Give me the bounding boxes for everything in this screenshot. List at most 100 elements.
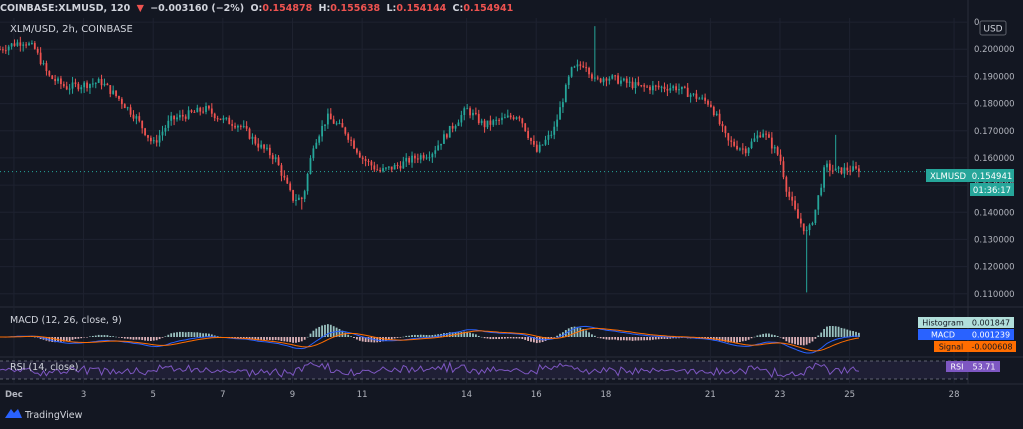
macd-histogram-bar <box>474 334 477 337</box>
candle-body <box>541 144 544 146</box>
candle-body <box>33 43 36 49</box>
macd-histogram-bar <box>48 337 51 342</box>
macd-histogram-bar <box>135 337 138 340</box>
signal-line <box>0 327 859 352</box>
candle-body <box>190 110 193 112</box>
macd-histogram-bar <box>94 335 97 337</box>
macd-histogram-bar <box>802 337 805 346</box>
macd-histogram-bar <box>593 335 596 337</box>
macd-histogram-bar <box>36 337 39 338</box>
price-tag-value-bg <box>970 169 1014 182</box>
x-tick-label: 3 <box>81 390 86 400</box>
candle-body <box>634 82 637 89</box>
candle-body <box>544 139 547 145</box>
macd-histogram-bar <box>147 337 149 341</box>
candle-body <box>4 50 7 52</box>
candle-body <box>62 84 65 87</box>
macd-histogram-bar <box>149 337 152 341</box>
candle-body <box>451 125 454 129</box>
macd-histogram-bar <box>614 337 617 340</box>
candle-body <box>460 115 463 123</box>
candle-body <box>65 86 68 90</box>
candle-body <box>228 117 231 125</box>
macd-histogram-bar <box>263 337 265 341</box>
candle-body <box>585 67 588 69</box>
macd-histogram-bar <box>544 337 547 341</box>
macd-histogram-bar <box>550 337 553 339</box>
candle-body <box>303 191 306 199</box>
candle-body <box>509 115 512 118</box>
candle-body <box>489 120 492 125</box>
macd-histogram-bar <box>620 337 622 341</box>
currency-button[interactable] <box>979 20 1007 36</box>
macd-histogram-bar <box>338 328 341 337</box>
macd-histogram-bar <box>184 332 187 337</box>
macd-histogram-bar <box>750 337 753 339</box>
tradingview-logo-text[interactable]: TradingView <box>24 410 83 421</box>
macd-histogram-bar <box>106 335 109 337</box>
macd-histogram-bar <box>625 337 628 341</box>
candle-body <box>588 67 590 75</box>
candle-body <box>492 120 495 125</box>
macd-histogram-bar <box>68 337 71 341</box>
candle-body <box>60 78 62 85</box>
tradingview-logo-icon[interactable] <box>5 409 22 418</box>
candle-body <box>0 49 1 51</box>
candle-body <box>28 43 30 45</box>
candle-body <box>443 134 445 144</box>
candle-body <box>553 126 556 135</box>
macd-histogram-bar <box>91 335 94 337</box>
macd-histogram-bar <box>315 328 318 337</box>
symbol-label[interactable]: COINBASE:XLMUSD, 120 <box>0 3 131 14</box>
macd-histogram-bar <box>77 337 80 339</box>
candle-body <box>274 157 277 160</box>
high-label: H: <box>318 3 331 14</box>
candle-body <box>733 141 736 146</box>
macd-histogram-bar <box>86 337 88 338</box>
macd-histogram-bar <box>300 337 303 342</box>
candle-body <box>80 87 83 90</box>
y-tick-label: 0. <box>974 18 982 28</box>
macd-histogram-bar <box>840 327 843 337</box>
candle-body <box>782 161 785 178</box>
candle-body <box>480 120 483 124</box>
macd-histogram-bar <box>820 332 823 337</box>
macd-histogram-bar <box>521 337 524 340</box>
candle-body <box>173 115 176 120</box>
macd-histogram-bar <box>71 337 74 340</box>
candle-body <box>376 169 379 171</box>
macd-histogram-bar <box>785 337 788 342</box>
candle-body <box>57 78 59 82</box>
candle-body <box>437 145 440 151</box>
candle-body <box>663 86 666 89</box>
candle-body <box>332 119 335 124</box>
macd-histogram-bar <box>303 337 306 340</box>
candle-body <box>120 98 123 105</box>
low-label: L: <box>386 3 397 14</box>
candle-body <box>329 113 332 120</box>
candle-body <box>828 163 831 171</box>
macd-histogram-bar <box>306 336 309 338</box>
macd-histogram-bar <box>286 337 289 342</box>
candle-body <box>530 138 532 141</box>
candle-body <box>495 119 498 121</box>
macd-histogram-bar <box>408 335 411 337</box>
candle-body <box>718 113 721 125</box>
candle-body <box>675 86 677 91</box>
macd-histogram-bar <box>129 337 132 340</box>
candle-body <box>826 163 828 168</box>
macd-histogram-bar <box>274 337 277 340</box>
candle-body <box>42 63 45 65</box>
macd-histogram-bar <box>753 336 756 338</box>
candle-body <box>7 46 10 51</box>
candle-body <box>268 147 271 156</box>
candle-body <box>672 86 675 89</box>
candle-body <box>216 118 219 120</box>
macd-histogram-bar <box>396 337 399 338</box>
macd-histogram-bar <box>837 326 840 337</box>
candle-body <box>219 118 222 120</box>
candle-body <box>440 143 442 146</box>
macd-histogram-bar <box>60 337 62 342</box>
